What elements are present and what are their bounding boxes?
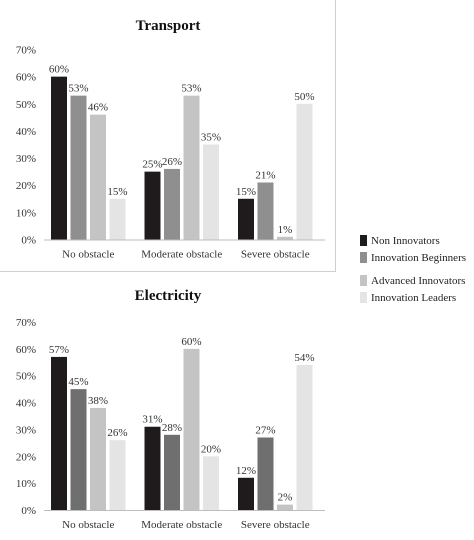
legend-swatch <box>360 292 367 303</box>
data-label: 21% <box>255 170 275 182</box>
y-tick-label: 0% <box>21 505 36 517</box>
y-tick-label: 10% <box>16 478 36 490</box>
y-tick-label: 30% <box>16 424 36 436</box>
bar <box>144 426 161 510</box>
legend-label: Innovation Leaders <box>371 291 457 304</box>
bar <box>164 168 180 240</box>
bar <box>183 348 200 510</box>
y-tick-label: 30% <box>16 153 36 165</box>
legend-item-innovation-beginners: Innovation Beginners <box>360 250 472 265</box>
bar <box>70 389 87 510</box>
bar <box>90 114 106 240</box>
data-label: 31% <box>142 414 162 426</box>
bar <box>257 182 274 240</box>
data-label: 60% <box>181 336 201 348</box>
legend-label: Advanced Innovators <box>371 274 466 287</box>
data-label: 54% <box>294 352 314 364</box>
bar <box>109 198 126 240</box>
data-label: 27% <box>255 424 275 436</box>
data-label: 26% <box>162 156 182 168</box>
x-tick-label: No obstacle <box>62 249 114 261</box>
legend-item-advanced-innovators: Advanced Innovators <box>360 273 472 288</box>
y-tick-label: 40% <box>16 398 36 410</box>
x-tick-label: Severe obstacle <box>241 519 310 531</box>
data-label: 45% <box>68 376 88 388</box>
legend-item-non-innovators: Non Innovators <box>360 233 472 248</box>
bar <box>238 198 254 240</box>
bar <box>277 504 293 510</box>
bar <box>183 95 200 240</box>
bar <box>70 95 87 240</box>
x-tick-label: Moderate obstacle <box>141 519 222 531</box>
data-label: 26% <box>107 427 127 439</box>
legend-swatch <box>360 235 367 246</box>
data-label: 2% <box>278 492 293 504</box>
legend: Non Innovators Innovation Beginners Adva… <box>360 233 472 307</box>
y-tick-label: 50% <box>16 371 36 383</box>
data-label: 57% <box>49 344 69 356</box>
x-tick-label: Severe obstacle <box>241 249 310 261</box>
bar <box>164 434 180 510</box>
y-tick-label: 20% <box>16 180 36 192</box>
y-tick-label: 10% <box>16 207 36 219</box>
y-tick-label: 20% <box>16 451 36 463</box>
legend-swatch <box>360 275 367 286</box>
data-label: 25% <box>142 159 162 171</box>
data-label: 38% <box>88 395 108 407</box>
bar <box>296 103 313 240</box>
data-label: 50% <box>294 91 314 103</box>
transport-chart: Transport0%10%20%30%40%50%60%70%60%53%46… <box>16 18 325 261</box>
data-label: 15% <box>236 186 256 198</box>
data-label: 53% <box>181 83 201 95</box>
bar <box>277 236 293 240</box>
bar <box>203 456 219 510</box>
data-label: 15% <box>107 186 127 198</box>
legend-label: Non Innovators <box>371 234 440 247</box>
chart-title: Transport <box>136 18 201 34</box>
y-tick-label: 40% <box>16 126 36 138</box>
bar <box>238 477 254 510</box>
chart-title: Electricity <box>135 288 202 304</box>
data-label: 46% <box>88 102 108 114</box>
data-label: 53% <box>68 83 88 95</box>
y-tick-label: 70% <box>16 317 36 329</box>
data-label: 20% <box>201 443 221 455</box>
data-label: 1% <box>278 224 293 236</box>
bar <box>296 364 313 510</box>
legend-label: Innovation Beginners <box>371 251 467 264</box>
bar <box>257 437 274 510</box>
y-tick-label: 50% <box>16 99 36 111</box>
data-label: 28% <box>162 422 182 434</box>
y-tick-label: 60% <box>16 72 36 84</box>
y-tick-label: 60% <box>16 344 36 356</box>
legend-item-innovation-leaders: Innovation Leaders <box>360 290 472 305</box>
data-label: 35% <box>201 132 221 144</box>
y-tick-label: 0% <box>21 235 36 247</box>
electricity-chart: Electricity 0% 10% 20% 30% 40% 50% 60% 70% 57% 45%… <box>16 288 325 531</box>
bar <box>203 144 219 240</box>
data-label: 60% <box>49 64 69 76</box>
legend-swatch <box>360 252 367 263</box>
y-tick-label: 70% <box>16 45 36 57</box>
bar <box>144 171 161 240</box>
bar <box>109 440 126 510</box>
bar <box>90 407 106 510</box>
data-label: 12% <box>236 465 256 477</box>
bar <box>51 356 67 510</box>
x-tick-label: No obstacle <box>62 519 114 531</box>
x-tick-label: Moderate obstacle <box>141 249 222 261</box>
bar <box>51 76 67 240</box>
